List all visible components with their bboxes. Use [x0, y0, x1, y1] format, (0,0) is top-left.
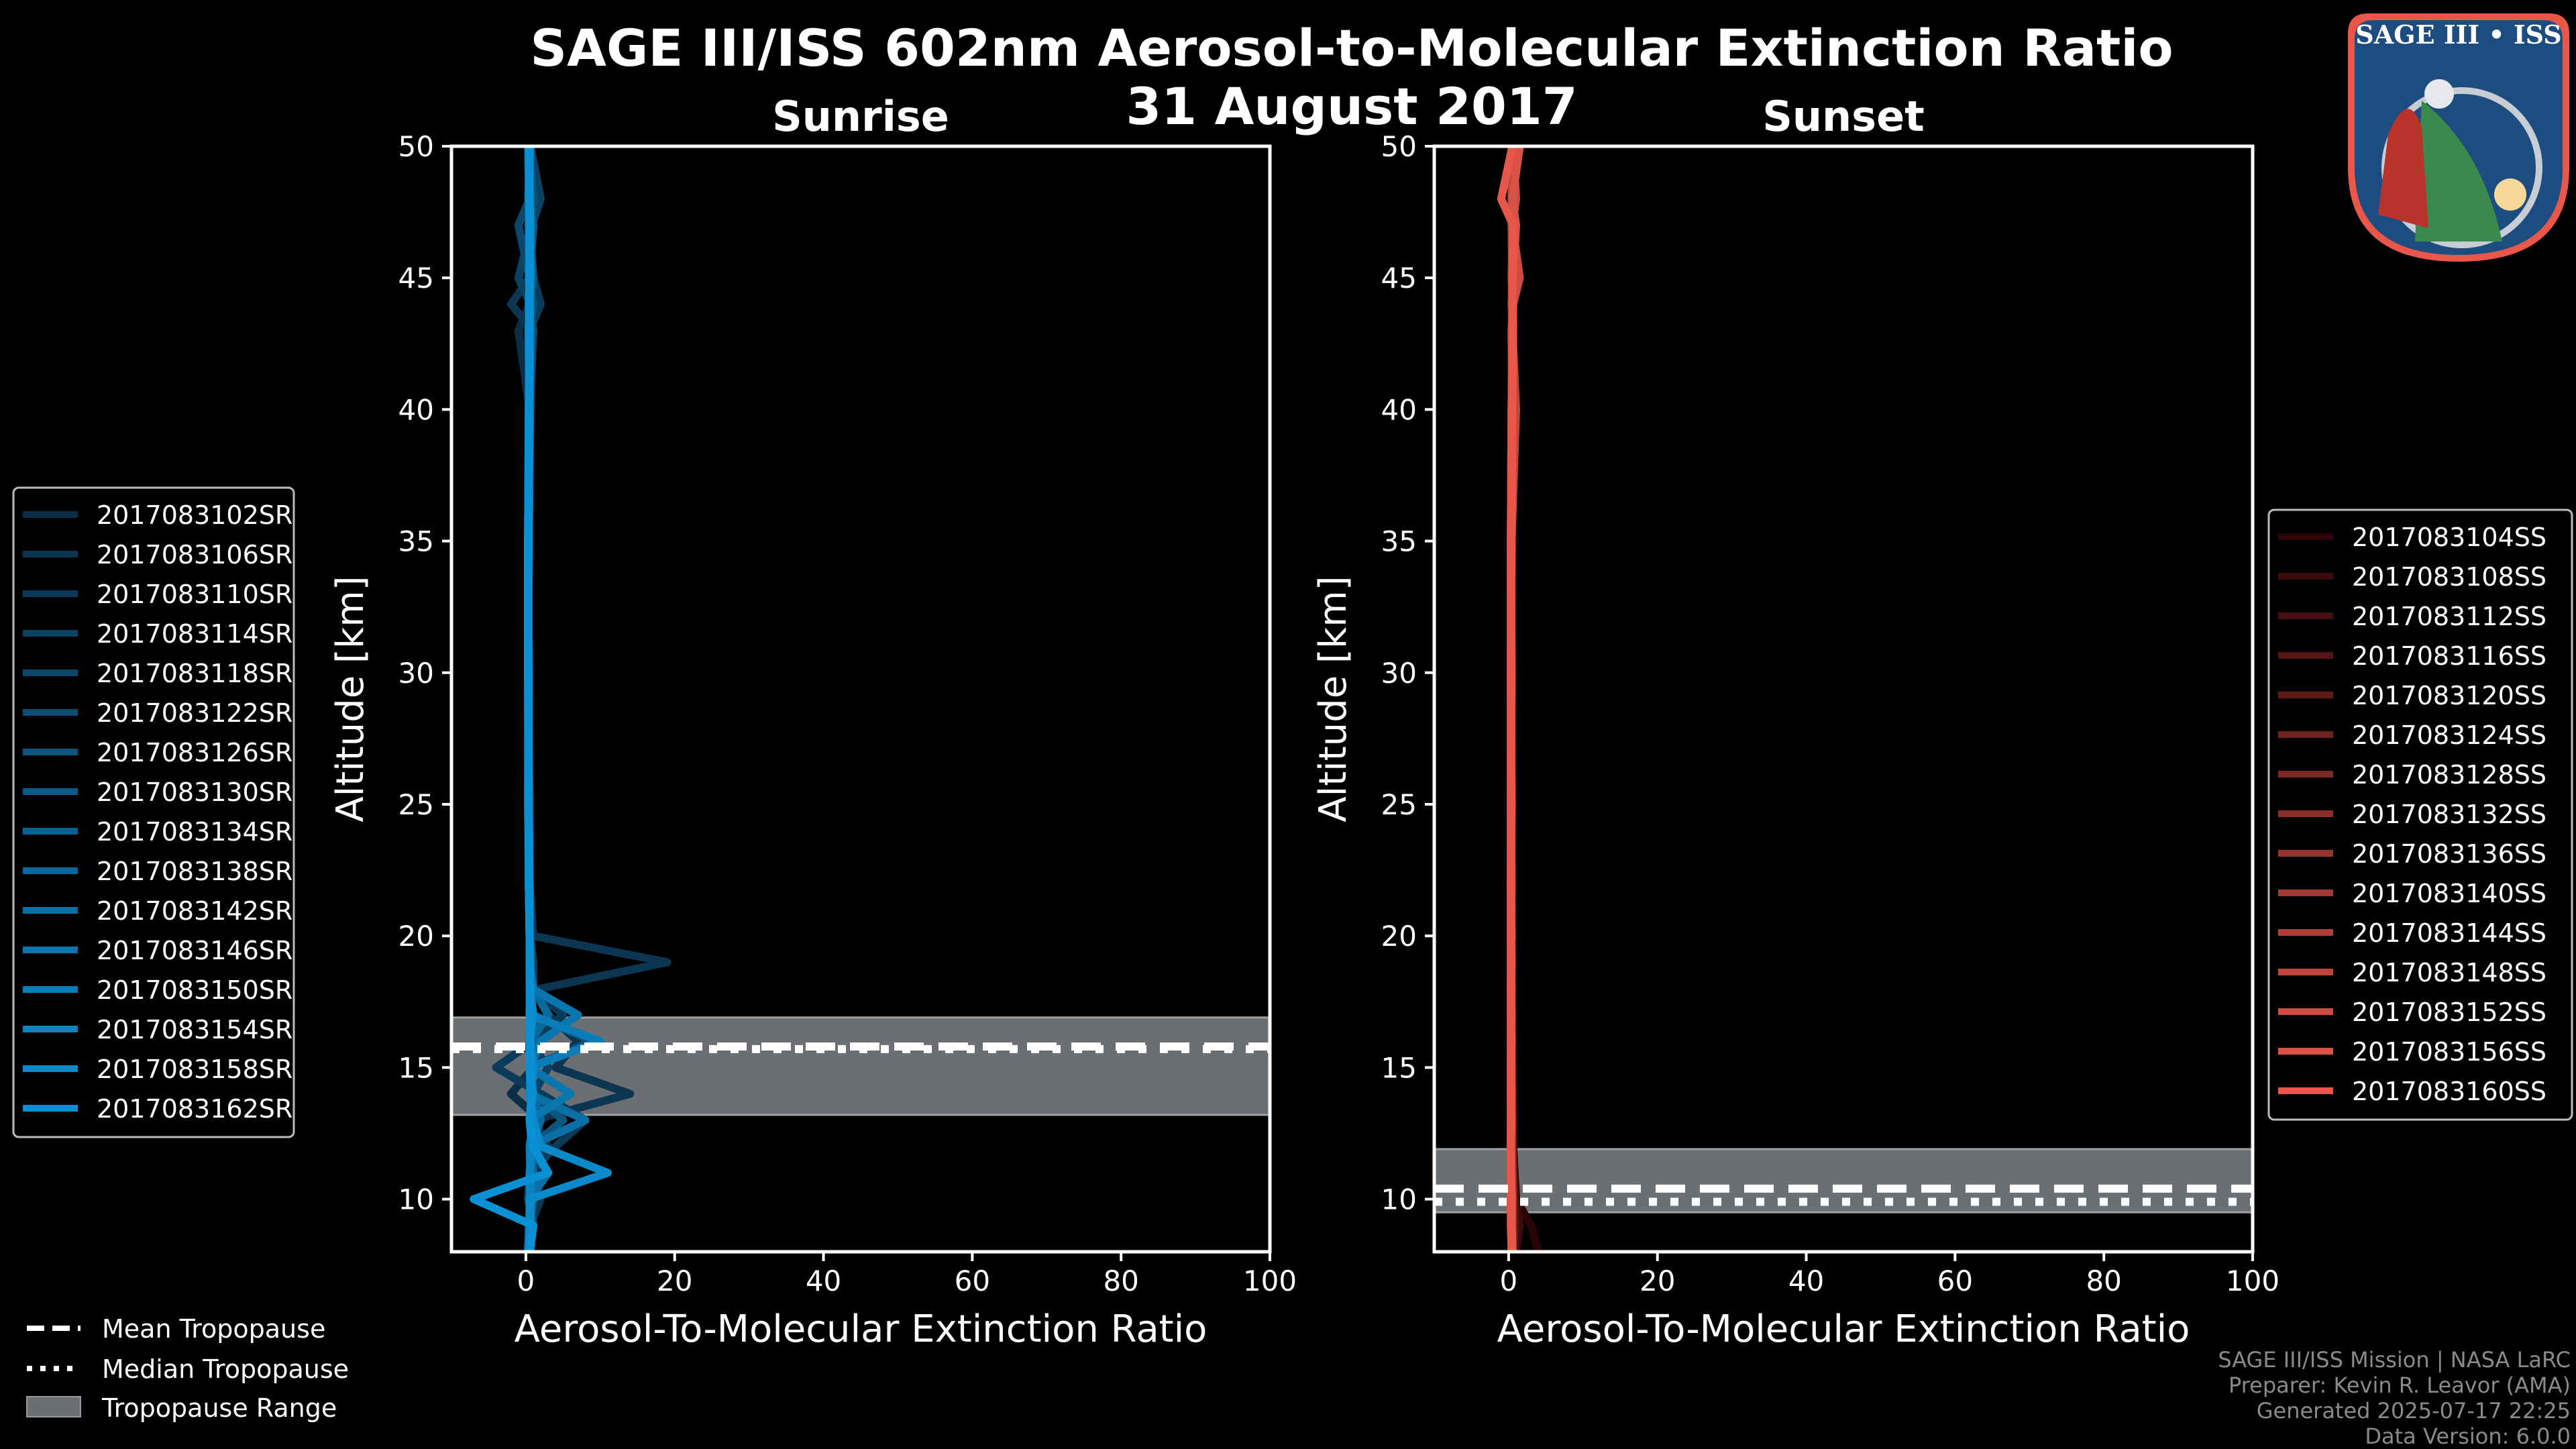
legend-label: 2017083132SS	[2352, 800, 2546, 829]
y-tick-label: 30	[1381, 657, 1417, 690]
legend-label: 2017083162SR	[97, 1094, 292, 1124]
sunset-legend: 2017083104SS 2017083108SS 2017083112SS 2017…	[2267, 508, 2573, 1121]
x-tick-label: 0	[1500, 1265, 1518, 1297]
x-tick-label: 20	[1640, 1265, 1675, 1297]
y-tick-label: 45	[1381, 262, 1417, 294]
legend-label: 2017083126SR	[97, 738, 292, 767]
footer-preparer: Preparer: Kevin R. Leavor (AMA)	[2229, 1373, 2571, 1398]
x-tick-label: 0	[517, 1265, 535, 1297]
sunset-plot: 0 20 40 60 80 100 10 15 20 25 30 35 40 45 50 Sunset Aero…	[1311, 92, 2279, 1351]
subplot-title: Sunrise	[772, 92, 949, 141]
figure-date: 31 August 2017	[1126, 76, 1577, 136]
x-axis-label: Aerosol-To-Molecular Extinction Ratio	[1497, 1307, 2190, 1351]
x-tick-label: 40	[1788, 1265, 1824, 1297]
legend-range-swatch	[26, 1396, 81, 1417]
x-tick-label: 60	[955, 1265, 990, 1297]
x-axis-label: Aerosol-To-Molecular Extinction Ratio	[515, 1307, 1208, 1351]
profile-line-2017083162SR	[470, 146, 553, 1252]
legend-median-label: Median Tropopause	[102, 1354, 349, 1384]
plot-frame	[449, 144, 1272, 1254]
legend-label: 2017083142SR	[97, 896, 292, 926]
legend-label: 2017083108SS	[2352, 562, 2546, 592]
y-tick-label: 30	[398, 657, 434, 690]
y-tick-label: 20	[1381, 920, 1417, 953]
y-tick-label: 35	[1381, 525, 1417, 558]
y-tick-label: 45	[398, 262, 434, 294]
legend-label: 2017083112SS	[2352, 602, 2546, 631]
legend-label: 2017083158SR	[97, 1055, 292, 1084]
legend-label: 2017083148SS	[2352, 958, 2546, 987]
x-tick-label: 80	[2086, 1265, 2121, 1297]
y-tick-label: 15	[398, 1051, 434, 1084]
y-tick-label: 35	[398, 525, 434, 558]
footer-mission: SAGE III/ISS Mission | NASA LaRC	[2218, 1347, 2571, 1373]
y-axis-label: Altitude [km]	[1311, 576, 1355, 822]
legend-label: 2017083128SS	[2352, 760, 2546, 790]
y-tick-label: 20	[398, 920, 434, 953]
footer-generated: Generated 2025-07-17 22:25	[2257, 1398, 2571, 1424]
legend-label: 2017083122SR	[97, 698, 292, 728]
legend-label: 2017083156SS	[2352, 1037, 2546, 1067]
legend-label: 2017083106SR	[97, 540, 292, 570]
x-tick-label: 80	[1103, 1265, 1138, 1297]
legend-label: 2017083134SR	[97, 817, 292, 847]
legend-label: 2017083144SS	[2352, 918, 2546, 948]
legend-label: 2017083136SS	[2352, 839, 2546, 869]
logo-title: SAGE III • ISS	[2355, 19, 2561, 50]
y-tick-label: 25	[1381, 788, 1417, 821]
y-tick-label: 15	[1381, 1051, 1417, 1084]
y-axis-label: Altitude [km]	[329, 576, 372, 822]
legend-label: 2017083102SR	[97, 500, 292, 530]
y-tick-label: 10	[1381, 1183, 1417, 1216]
x-tick-label: 20	[657, 1265, 692, 1297]
x-tick-label: 100	[2226, 1265, 2279, 1297]
y-tick-label: 25	[398, 788, 434, 821]
legend-label: 2017083110SR	[97, 580, 292, 609]
legend-label: 2017083140SS	[2352, 879, 2546, 908]
legend-label: 2017083120SS	[2352, 681, 2546, 710]
legend-label: 2017083152SS	[2352, 998, 2546, 1027]
legend-label: 2017083124SS	[2352, 720, 2546, 750]
y-tick-label: 40	[398, 393, 434, 426]
legend-label: 2017083114SR	[97, 619, 292, 649]
y-tick-label: 40	[1381, 393, 1417, 426]
sunrise-legend: 2017083102SR 2017083106SR 2017083110SR 2017…	[12, 486, 295, 1138]
legend-label: 2017083118SR	[97, 659, 292, 688]
legend-range-label: Tropopause Range	[101, 1393, 337, 1423]
x-tick-label: 100	[1243, 1265, 1297, 1297]
figure-title: SAGE III/ISS 602nm Aerosol-to-Molecular …	[530, 18, 2173, 78]
subplot-title: Sunset	[1762, 92, 1925, 141]
y-tick-label: 10	[398, 1183, 434, 1216]
y-tick-label: 50	[1381, 130, 1417, 163]
legend-label: 2017083130SR	[97, 777, 292, 807]
legend-label: 2017083150SR	[97, 975, 292, 1005]
legend-label: 2017083154SR	[97, 1015, 292, 1044]
x-tick-label: 40	[806, 1265, 841, 1297]
sage-iii-iss-mission-logo: SAGE III • ISS	[2348, 13, 2569, 262]
legend-label: 2017083160SS	[2352, 1077, 2546, 1106]
legend-frame	[12, 486, 295, 1138]
legend-label: 2017083104SS	[2352, 523, 2546, 552]
legend-label: 2017083138SR	[97, 857, 292, 886]
y-tick-label: 50	[398, 130, 434, 163]
x-tick-label: 60	[1937, 1265, 1973, 1297]
footer-credits: SAGE III/ISS Mission | NASA LaRC Prepare…	[2218, 1347, 2571, 1449]
sunrise-plot: 0 20 40 60 80 100 10 15 20 25 30 35 40 45 50 Sunrise Aer…	[329, 92, 1297, 1351]
legend-label: 2017083116SS	[2352, 641, 2546, 671]
legend-mean-label: Mean Tropopause	[102, 1314, 325, 1344]
footer-data-version: Data Version: 6.0.0	[2365, 1424, 2571, 1449]
plot-frame	[1432, 144, 2255, 1254]
tropopause-legend: Mean Tropopause Median Tropopause Tropop…	[26, 1314, 349, 1423]
legend-frame	[2267, 508, 2573, 1121]
profile-line-2017083160SS	[1497, 145, 1517, 1252]
legend-label: 2017083146SR	[97, 936, 292, 965]
